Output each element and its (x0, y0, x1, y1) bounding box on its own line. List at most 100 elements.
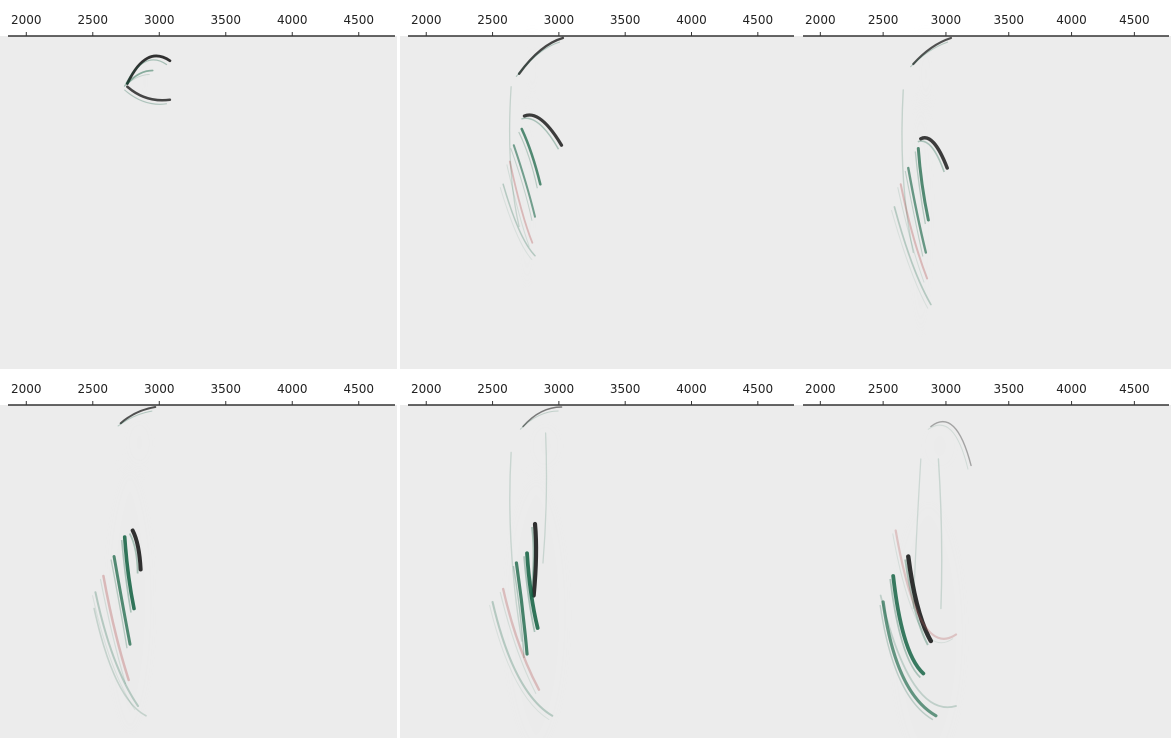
axis-tick-label-2500: 2500 (868, 382, 899, 396)
axis-tick-label-4000: 4000 (277, 382, 308, 396)
wavefront-curve-3 (122, 535, 136, 611)
axis-tick-label-3500: 3500 (610, 13, 641, 27)
wavefront-curve-2 (130, 528, 143, 572)
axis-tick-label-4000: 4000 (277, 13, 308, 27)
plot-background (400, 36, 796, 369)
wavefront-echo-5 (506, 164, 530, 247)
wavefront-curve-3 (891, 574, 926, 676)
axis-tick-label-2000: 2000 (411, 13, 442, 27)
wavefront-curve-6 (502, 183, 536, 257)
panel-3: 2000 2500 3000 3500 4000 4500 (795, 0, 1171, 369)
wavefront-curve-2 (522, 113, 564, 147)
axis-tick-label-2000: 2000 (11, 13, 42, 27)
wavefront-curve-1 (930, 420, 972, 467)
wavefront-curve-2 (126, 85, 172, 102)
wavefront-curve-5 (102, 574, 130, 682)
wavefront-curve-5 (508, 160, 534, 244)
wavefront-echo-1 (519, 410, 559, 430)
wavefront-echo-4 (510, 148, 533, 221)
plot-background (400, 405, 796, 738)
wavefront-echo-6 (91, 595, 136, 711)
wavefield-blob-1 (910, 34, 941, 113)
axis-tick-label-2500: 2500 (78, 382, 109, 396)
axis-tick-label-4500: 4500 (343, 13, 374, 27)
axis-tick-label-3000: 3000 (931, 382, 962, 396)
wavefront-curve-5 (894, 529, 958, 640)
wavefront-echo-5 (897, 187, 925, 283)
wavefront-curve-8 (912, 458, 922, 610)
wavefront-curve-2 (531, 521, 539, 598)
panel-4: 2000 2500 3000 3500 4000 4500 (0, 369, 397, 742)
wavefield-blob-1 (137, 41, 152, 120)
wavefront-echo-2 (128, 533, 139, 574)
wavefront-echo-3 (889, 578, 921, 679)
wavefield-blob-2 (509, 99, 545, 302)
axis-tick-label-2000: 2000 (805, 382, 836, 396)
wavefront-curve-6 (893, 206, 932, 306)
wavefront-echo-2 (521, 117, 560, 150)
wavefront-echo-2 (123, 89, 167, 105)
wavefront-curve-4 (514, 561, 529, 656)
wavefront-curve-5 (899, 183, 929, 280)
wavefront-curve-7 (93, 607, 147, 717)
wavefront-curve-3 (525, 551, 540, 630)
axis-tick-label-3500: 3500 (993, 13, 1024, 27)
wavefront-echo-6 (489, 604, 550, 721)
wavefront-curve-7 (937, 458, 943, 610)
wavefront-echo-1 (123, 59, 168, 87)
wavefront-echo-1 (927, 424, 969, 470)
wavefront-curve-2 (919, 136, 949, 170)
wavefront-curve-3 (126, 69, 154, 85)
wavefront-echo-4 (904, 170, 924, 257)
wavefront-echo-6 (499, 187, 533, 261)
axis-tick-label-4000: 4000 (1056, 13, 1087, 27)
axis-tick-label-4500: 4500 (1119, 382, 1150, 396)
axis-tick-label-2500: 2500 (477, 382, 508, 396)
wavefront-curve-6 (879, 594, 957, 709)
wavefront-echo-3 (523, 556, 536, 633)
axis-tick-label-3500: 3500 (210, 13, 241, 27)
axis-tick-label-2000: 2000 (11, 382, 42, 396)
axis-tick-label-4000: 4000 (676, 13, 707, 27)
wavefront-curve-1 (912, 36, 953, 66)
plot-background (795, 36, 1171, 369)
wavefront-curve-7 (901, 89, 914, 254)
axis-tick-label-4000: 4000 (676, 382, 707, 396)
axis-tick-label-4500: 4500 (743, 13, 774, 27)
axis-tick-label-3000: 3000 (544, 382, 575, 396)
wavefield-blob-1 (519, 34, 545, 107)
axis-tick-label-3500: 3500 (210, 382, 241, 396)
wavefield-blob-1 (913, 413, 967, 479)
panel-svg: 2000 2500 3000 3500 4000 4500 (795, 13, 1171, 369)
wavefront-curve-8 (542, 432, 548, 564)
axis-tick-label-3000: 3000 (931, 13, 962, 27)
axis-tick-label-4000: 4000 (1056, 382, 1087, 396)
wavefront-echo-5 (99, 578, 127, 685)
plot-background (0, 405, 397, 738)
axis-tick-label-2000: 2000 (411, 382, 442, 396)
axis-tick-label-3000: 3000 (544, 13, 575, 27)
wavefront-curve-1 (522, 406, 563, 428)
axis-tick-label-3000: 3000 (144, 13, 175, 27)
wavefront-echo-2 (904, 559, 929, 646)
wavefront-curve-4 (512, 144, 536, 218)
wavefront-echo-1 (117, 410, 153, 427)
wavefield-blob-1 (116, 410, 162, 476)
wavefront-echo-5 (892, 533, 954, 644)
wavefront-curve-2 (906, 554, 934, 644)
axis-tick-label-4500: 4500 (1119, 13, 1150, 27)
wavefront-echo-1 (515, 41, 561, 78)
wavefront-echo-6 (890, 209, 929, 309)
wavefront-echo-4 (879, 604, 934, 721)
wavefront-curve-7 (509, 451, 523, 642)
wavefront-curve-4 (907, 166, 928, 254)
axis-tick-label-4500: 4500 (343, 382, 374, 396)
axis-tick-label-2500: 2500 (868, 13, 899, 27)
plot-background (795, 405, 1171, 738)
wavefront-curve-1 (119, 406, 157, 425)
axis-tick-label-3000: 3000 (144, 382, 175, 396)
panel-5: 2000 2500 3000 3500 4000 4500 (400, 369, 796, 742)
axis-tick-label-2000: 2000 (805, 13, 836, 27)
wavefront-echo-4 (512, 565, 525, 659)
axis-tick-label-2500: 2500 (477, 13, 508, 27)
